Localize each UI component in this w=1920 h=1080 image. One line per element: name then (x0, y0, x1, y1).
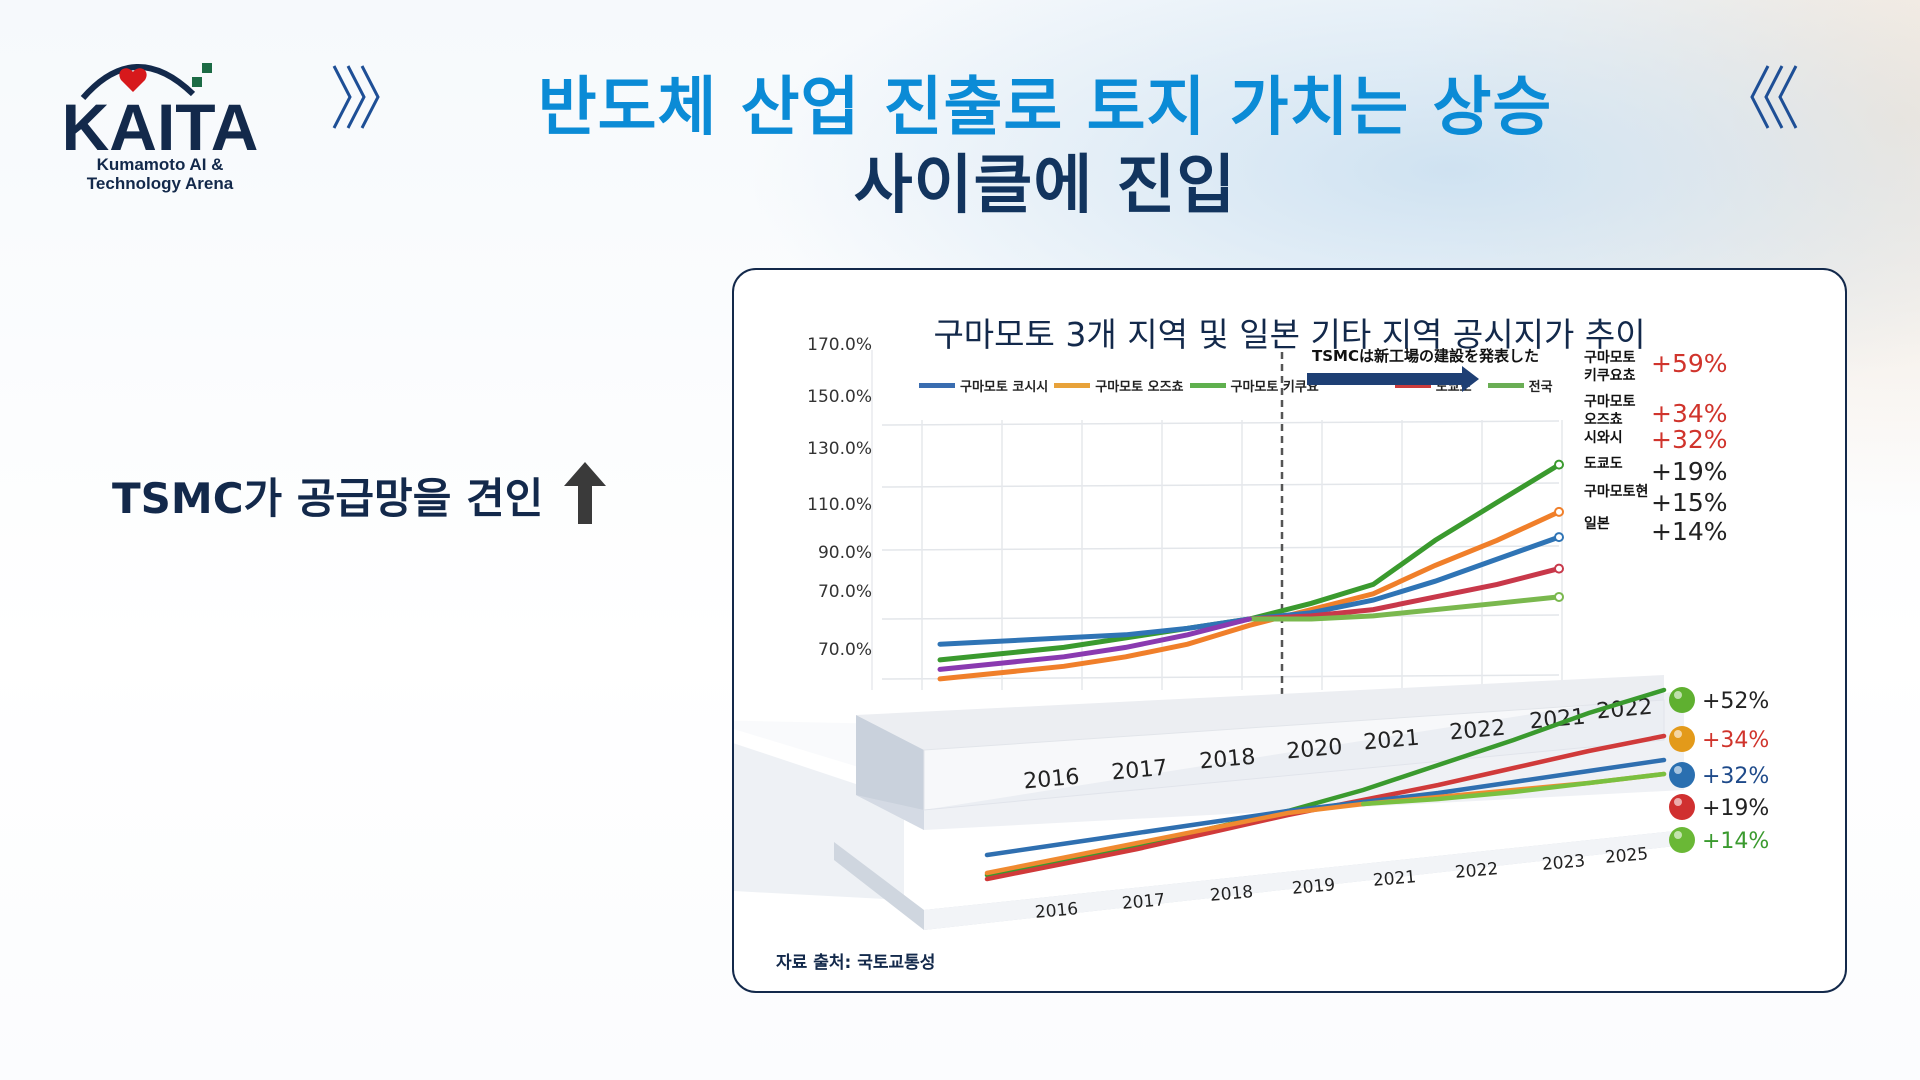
series-endpoint (1554, 506, 1564, 517)
slab-base-front (924, 830, 1684, 930)
y-tick-label: 70.0% (818, 640, 872, 660)
legend-item: 전국 (1487, 376, 1553, 395)
slab-year-label: 2018 (1198, 745, 1256, 775)
lower-series-end-label: +14% (1702, 829, 1769, 854)
gridline-h (881, 614, 1560, 620)
legend-label: 구마모토 오즈쵸 (1095, 380, 1184, 395)
slab-shadow (734, 743, 904, 900)
kaita-logo-mark: KAITA (62, 63, 259, 164)
legend-label: 구마모토 코시시 (960, 380, 1049, 395)
legend-swatch (919, 383, 955, 388)
svg-text:KAITA: KAITA (62, 90, 259, 155)
legend-item: 구마모토 오즈쵸 (1054, 376, 1184, 395)
series-endpoint (1554, 459, 1564, 470)
series-end-label: +59% (1651, 349, 1728, 378)
series-end-label: +32% (1651, 425, 1728, 454)
y-tick-label: 150.0% (807, 387, 872, 407)
lower-series-marker (1669, 687, 1695, 713)
series-end-name: 시와시 (1584, 429, 1623, 446)
gridline-h (881, 674, 1560, 680)
lower-series-marker (1669, 794, 1695, 820)
series-end-label: +14% (1651, 517, 1728, 546)
series-end-name: 구마모토 키쿠요쵸 (1584, 350, 1636, 384)
slab-year-label-lower: 2017 (1121, 890, 1166, 914)
y-tick-label: 90.0% (818, 543, 872, 563)
gridline-h (881, 420, 1560, 426)
slab-year-label-lower: 2025 (1604, 844, 1649, 868)
legend-item: 구마모토 코시시 (919, 376, 1048, 395)
marker-highlight (1674, 766, 1682, 774)
series-end-name: 구마모토현 (1584, 484, 1648, 500)
source-note: 자료 출처: 국토교통성 (776, 953, 936, 973)
slab-year-label: 2016 (1022, 765, 1080, 795)
marker-highlight (1674, 730, 1682, 738)
series-line (1247, 594, 1562, 622)
y-tick-label: 70.0% (818, 582, 872, 602)
slab-year-label-lower: 2016 (1034, 899, 1079, 923)
y-tick-label: 170.0% (807, 335, 872, 355)
slab-year-label-lower: 2018 (1209, 882, 1254, 906)
heart-icon (119, 68, 147, 92)
series-endpoint (1554, 532, 1564, 543)
slab-year-label: 2021 (1362, 726, 1420, 756)
logo-subtitle-line1: Kumamoto AI & (96, 155, 224, 174)
logo-subtitle-line2: Technology Arena (86, 174, 234, 193)
gridline-h (881, 545, 1560, 551)
series-endpoint (1554, 563, 1564, 574)
slab-year-label-lower: 2019 (1291, 875, 1336, 899)
lower-series-end-label: +32% (1702, 764, 1769, 789)
page-title-line1: 반도체 산업 진출로 토지 가치는 상승 (537, 71, 1553, 145)
marker-highlight (1674, 691, 1682, 699)
gridline-h (881, 482, 1560, 488)
kaita-logo: KAITA Kumamoto AI & Technology Arena (55, 50, 265, 200)
legend-label: 구마모토 키쿠요 (1230, 380, 1319, 395)
marker-highlight (1674, 831, 1682, 839)
lower-series-marker (1669, 827, 1695, 853)
series-line (937, 616, 1252, 672)
slab-year-label: 2017 (1110, 756, 1168, 786)
slab-year-label-lower: 2021 (1372, 867, 1417, 891)
lower-series-marker (1669, 762, 1695, 788)
legend-label: 전국 (1528, 380, 1553, 395)
chart-title: 구마모토 3개 지역 및 일본 기타 지역 공시지가 추이 (933, 315, 1646, 354)
slab-top (856, 675, 1664, 750)
annotation-arrow-icon (1307, 366, 1479, 392)
lower-series-end-label: +34% (1702, 728, 1769, 753)
legend-swatch (1054, 383, 1091, 388)
page-title-line2: 사이클에 진입 (853, 149, 1237, 223)
series-line (937, 509, 1562, 682)
lower-series-marker (1669, 726, 1695, 752)
series-end-label: +19% (1651, 457, 1728, 486)
series-endpoint (1554, 591, 1564, 602)
series-line (937, 462, 1562, 663)
legend-item: 구마모토 키쿠요 (1189, 376, 1319, 395)
y-tick-label: 130.0% (807, 439, 872, 459)
slab-year-label: 2020 (1285, 735, 1343, 765)
series-end-label: +34% (1651, 399, 1728, 428)
triple-chevron-right-icon (332, 65, 380, 129)
slab-year-label-lower: 2023 (1541, 851, 1586, 875)
slab-year-label-lower: 2022 (1454, 859, 1499, 883)
series-end-name: 일본 (1584, 516, 1610, 532)
legend-swatch (1189, 383, 1226, 388)
triple-chevron-left-icon (1750, 65, 1798, 129)
line-chart: 170.0% 150.0% 130.0% 110.0% 90.0% 70.0% 70.0% T… (734, 335, 1769, 930)
lower-series-end-label: +19% (1702, 796, 1769, 821)
series-end-name: 구마모토 오즈쵸 (1584, 394, 1636, 428)
legend-swatch (1394, 383, 1431, 388)
slab-year-label: 2022 (1448, 716, 1506, 746)
series-end-name: 도쿄도 (1584, 456, 1623, 472)
arrow-up-icon (564, 462, 606, 524)
series-end-label: +15% (1651, 488, 1728, 517)
lower-series-end-label: +52% (1702, 689, 1769, 714)
annotation-text: TSMCは新工場の建設を発表した (1312, 347, 1539, 365)
lead-text: TSMC가 공급망을 견인 (112, 474, 544, 523)
lower-series-line (1360, 771, 1667, 807)
y-tick-label: 110.0% (807, 495, 872, 515)
logo-subtitle: Kumamoto AI & Technology Arena (55, 155, 265, 193)
series-line (1247, 566, 1562, 622)
legend-swatch (1487, 383, 1524, 388)
marker-highlight (1674, 798, 1682, 806)
